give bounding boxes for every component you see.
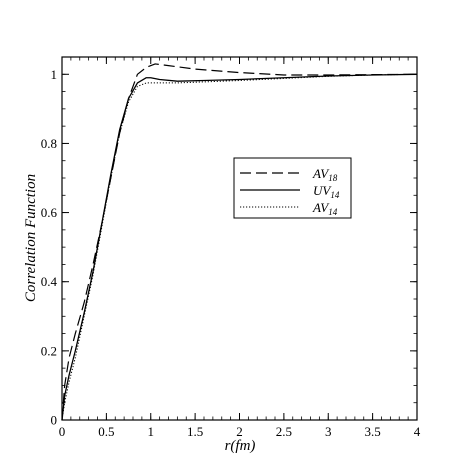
legend-label-uv14: UV14 [313, 183, 340, 200]
x-tick-label: 2.5 [276, 424, 292, 439]
y-tick-label: 0 [51, 413, 58, 428]
series-line-av14 [61, 73, 418, 421]
y-tick-label: 0.2 [41, 343, 57, 358]
y-tick-label: 0.8 [41, 136, 57, 151]
legend-label-av14: AV14 [312, 200, 338, 217]
series-line-av18 [61, 63, 418, 421]
plot-frame [61, 56, 418, 421]
y-tick-label: 0.4 [41, 274, 58, 289]
x-tick-label: 4 [414, 424, 421, 439]
x-tick-label: 2 [236, 424, 243, 439]
x-tick-label: 1.5 [187, 424, 203, 439]
y-tick-label: 1 [51, 67, 58, 82]
legend-box [233, 157, 352, 219]
x-tick-label: 0 [59, 424, 66, 439]
y-axis-title: Correlation Function [23, 174, 39, 302]
x-tick-label: 3.5 [365, 424, 381, 439]
y-tick-label: 0.6 [41, 205, 58, 220]
series-line-uv14 [61, 73, 418, 421]
x-tick-label: 1 [148, 424, 155, 439]
axis-tick-labels: 0 0.5 1 1.5 2 2.5 3 3.5 4 0 0.2 0.4 0.6 0.8 1 [41, 67, 421, 439]
x-tick-label: 3 [325, 424, 332, 439]
legend-label-av18: AV18 [312, 166, 338, 183]
x-axis-title: r(fm) [225, 438, 256, 454]
series-lines [61, 63, 418, 421]
axis-ticks [61, 56, 418, 421]
x-tick-label: 0.5 [98, 424, 114, 439]
